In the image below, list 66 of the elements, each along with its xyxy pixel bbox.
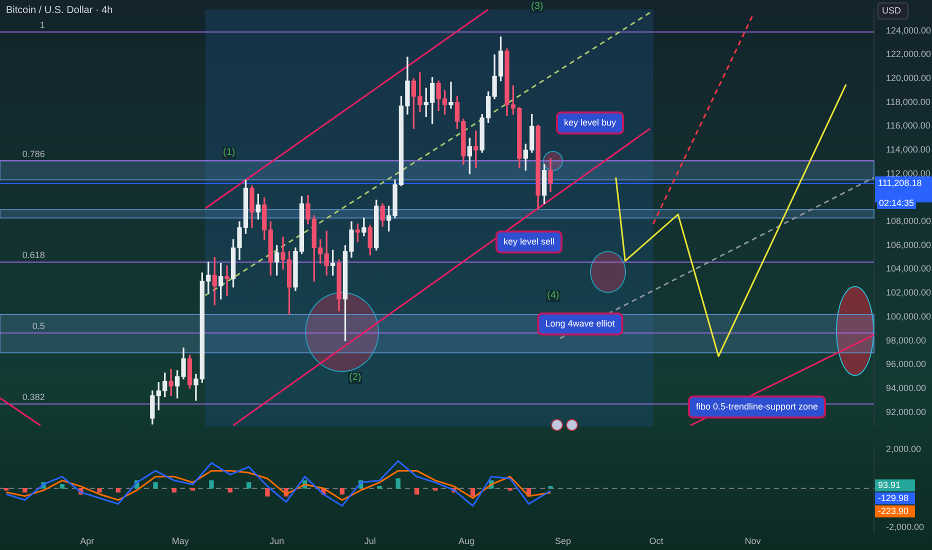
annotation: Long 4wave elliot — [537, 312, 623, 336]
bar — [60, 484, 65, 489]
y-tick-label: 120,000.00 — [886, 73, 932, 84]
y-tick-label: 108,000.00 — [886, 216, 932, 226]
chart-title: Bitcoin / U.S. Dollar · 4h — [6, 5, 113, 16]
x-tick-label: May — [172, 536, 190, 546]
bar — [22, 488, 28, 493]
bar — [548, 486, 553, 489]
bar — [414, 488, 420, 495]
bar — [190, 488, 196, 491]
bar — [508, 488, 512, 491]
x-tick-label: Sep — [554, 536, 571, 546]
x-tick-label: Oct — [649, 536, 664, 546]
bar — [246, 482, 252, 489]
bar — [153, 482, 158, 489]
annotation: (4) — [546, 290, 560, 302]
text: 02:14:35 — [877, 198, 916, 209]
bar — [470, 488, 476, 496]
x-tick-label: Jun — [270, 536, 284, 546]
y-axis-title: USD — [882, 5, 902, 16]
x-tick-label: Jul — [364, 536, 376, 546]
annotation: 0.5 — [32, 321, 45, 332]
annotation: fibo 0.5-trendline-support zone — [688, 396, 826, 418]
y-tick-label: 112,000.00 — [886, 168, 930, 178]
y-tick-label: 100,000.00 — [886, 311, 932, 322]
y-tick-label: -2,000.00 — [886, 522, 924, 532]
annotation: key level buy — [556, 112, 624, 134]
annotation: 1 — [40, 20, 45, 30]
y-tick-label: 98,000.00 — [886, 335, 926, 346]
y-tick-label: 104,000.00 — [886, 264, 932, 274]
y-tick-label: 114,000.00 — [886, 144, 930, 155]
y-tick-label: 118,000.00 — [886, 96, 930, 107]
bar — [396, 478, 400, 489]
y-tick-label: 92,000.00 — [886, 406, 926, 417]
y-tick-label: 122,000.00 — [886, 49, 932, 60]
y-tick-label: 2,000.00 — [886, 444, 922, 454]
bar — [172, 488, 177, 493]
y-tick-label: 106,000.00 — [886, 240, 932, 250]
y-tick-label: 96,000.00 — [886, 359, 926, 370]
text: -223.90 — [878, 506, 909, 516]
bar — [116, 488, 121, 493]
text: -129.98 — [878, 492, 909, 503]
annotation: 0.786 — [22, 148, 45, 159]
bar — [97, 488, 102, 493]
bar — [209, 480, 214, 489]
y-tick-label: 102,000.00 — [886, 288, 932, 298]
bar — [4, 488, 9, 491]
x-tick-label: Aug — [458, 536, 475, 546]
bar — [340, 488, 344, 495]
annotation: (2) — [348, 372, 362, 384]
y-tick-label: 116,000.00 — [886, 120, 930, 131]
bar — [433, 488, 438, 491]
annotation: key level sell — [495, 230, 563, 254]
annotation: (3) — [530, 1, 544, 13]
bar — [265, 488, 270, 496]
annotation: (1) — [222, 147, 236, 159]
bar — [228, 488, 232, 493]
x-tick-label: Nov — [744, 536, 762, 546]
text: 93.91 — [878, 480, 901, 490]
ref-line-label: 111,208.18 — [878, 178, 922, 188]
y-tick-label: 94,000.00 — [886, 382, 926, 393]
annotation: 0.382 — [22, 392, 45, 402]
x-tick-label: Apr — [80, 536, 94, 546]
bar — [377, 486, 382, 489]
y-tick-label: 124,000.00 — [886, 25, 932, 36]
annotation: 0.618 — [22, 250, 45, 260]
